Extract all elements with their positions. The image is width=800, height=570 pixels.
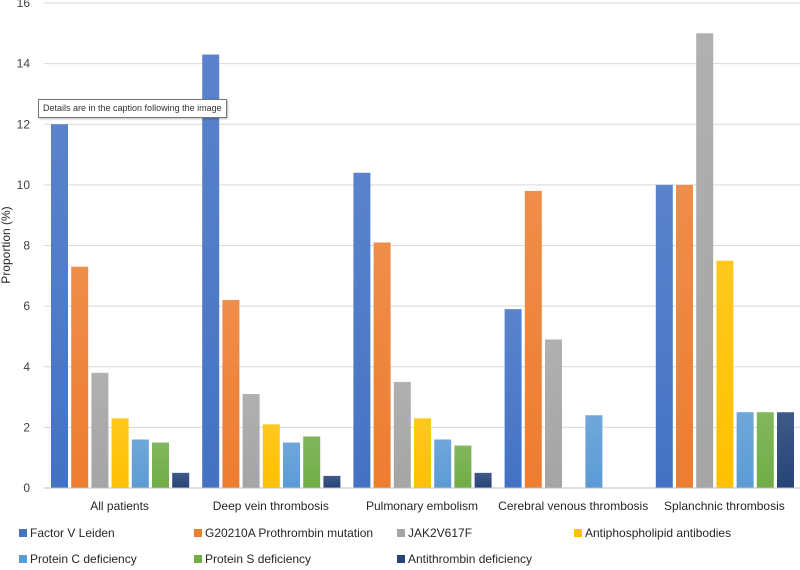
bar-antithrombin-deficiency-1	[323, 475, 341, 488]
bar-protein-s-deficiency-2	[454, 445, 472, 488]
y-tick-label: 6	[23, 299, 30, 313]
y-tick-label: 14	[17, 57, 31, 71]
legend-label: Antithrombin deficiency	[408, 552, 532, 566]
y-tick-label: 12	[17, 117, 31, 131]
bar-antithrombin-deficiency-2	[474, 472, 492, 488]
legend-swatch	[574, 529, 582, 537]
bar-protein-c-deficiency-4	[736, 412, 754, 488]
y-tick-label: 0	[23, 481, 30, 495]
bar-protein-s-deficiency-1	[303, 436, 321, 488]
y-tick-label: 16	[17, 0, 31, 10]
y-tick-label: 8	[23, 239, 30, 253]
category-label: Cerebral venous thrombosis	[498, 499, 648, 513]
bar-antiphospholipid-antibodies-2	[414, 418, 431, 488]
legend-swatch	[194, 529, 202, 537]
legend-label: Protein C deficiency	[30, 552, 137, 566]
bar-jak2v617f-4	[696, 33, 714, 488]
legend-label: Antiphospholipid antibodies	[585, 526, 731, 540]
y-axis-title: Proportion (%)	[0, 206, 13, 283]
bar-antiphospholipid-antibodies-4	[716, 260, 734, 488]
bar-factor-v-leiden-4	[655, 184, 673, 488]
bar-antithrombin-deficiency-0	[172, 472, 190, 488]
bars	[51, 33, 794, 488]
bar-protein-c-deficiency-1	[283, 442, 300, 488]
tooltip: Details are in the caption following the…	[38, 99, 227, 118]
legend-label: Protein S deficiency	[205, 552, 311, 566]
gridlines	[44, 2, 800, 428]
legend-label: Factor V Leiden	[30, 526, 115, 540]
bar-protein-c-deficiency-2	[434, 439, 452, 488]
category-labels: All patients Deep vein thrombosis Pulmonar…	[90, 499, 785, 513]
legend-swatch	[194, 555, 202, 563]
bar-jak2v617f-3	[545, 339, 562, 488]
category-label: All patients	[90, 499, 149, 513]
bar-jak2v617f-1	[242, 394, 260, 488]
bar-antithrombin-deficiency-4	[777, 412, 794, 488]
bar-protein-c-deficiency-0	[131, 439, 149, 488]
y-axis-ticks: 0 2 4 6 8 10 12 14 16	[17, 0, 31, 495]
bar-protein-s-deficiency-4	[756, 412, 774, 488]
legend-swatch	[19, 529, 27, 537]
category-label: Deep vein thrombosis	[213, 499, 329, 513]
bar-factor-v-leiden-1	[202, 54, 220, 488]
bar-protein-s-deficiency-0	[152, 442, 169, 488]
bar-g20210a-prothrombin-mutation-1	[222, 300, 240, 488]
legend: Factor V Leiden G20210A Prothrombin mutat…	[19, 526, 731, 566]
bar-protein-c-deficiency-3	[585, 415, 603, 488]
bar-jak2v617f-2	[393, 381, 411, 488]
y-tick-label: 10	[17, 178, 31, 192]
bar-factor-v-leiden-2	[353, 172, 371, 488]
bar-g20210a-prothrombin-mutation-4	[676, 184, 693, 488]
category-label: Splanchnic thrombosis	[664, 499, 785, 513]
bar-g20210a-prothrombin-mutation-0	[71, 266, 89, 488]
y-tick-label: 2	[23, 420, 30, 434]
y-tick-label: 4	[23, 360, 30, 374]
bar-g20210a-prothrombin-mutation-2	[373, 242, 391, 488]
legend-swatch	[397, 555, 405, 563]
bar-antiphospholipid-antibodies-1	[262, 424, 280, 488]
bar-jak2v617f-0	[91, 372, 109, 488]
bar-factor-v-leiden-3	[504, 309, 522, 488]
legend-swatch	[19, 555, 27, 563]
legend-swatch	[397, 529, 405, 537]
legend-label: G20210A Prothrombin mutation	[205, 526, 373, 540]
bar-g20210a-prothrombin-mutation-3	[524, 190, 542, 488]
bar-factor-v-leiden-0	[51, 124, 68, 488]
legend-label: JAK2V617F	[408, 526, 472, 540]
bar-antiphospholipid-antibodies-0	[111, 418, 129, 488]
category-label: Pulmonary embolism	[366, 499, 478, 513]
